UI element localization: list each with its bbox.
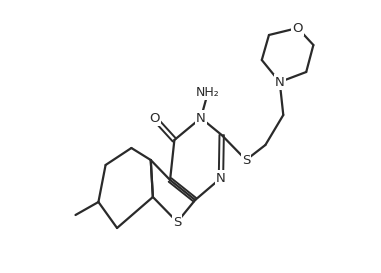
Text: N: N [216,171,226,185]
Text: N: N [275,76,285,88]
Text: S: S [242,153,250,167]
Text: N: N [196,111,206,124]
Text: O: O [149,111,160,124]
Text: O: O [292,22,303,34]
Text: NH₂: NH₂ [196,85,220,99]
Text: S: S [173,215,181,229]
